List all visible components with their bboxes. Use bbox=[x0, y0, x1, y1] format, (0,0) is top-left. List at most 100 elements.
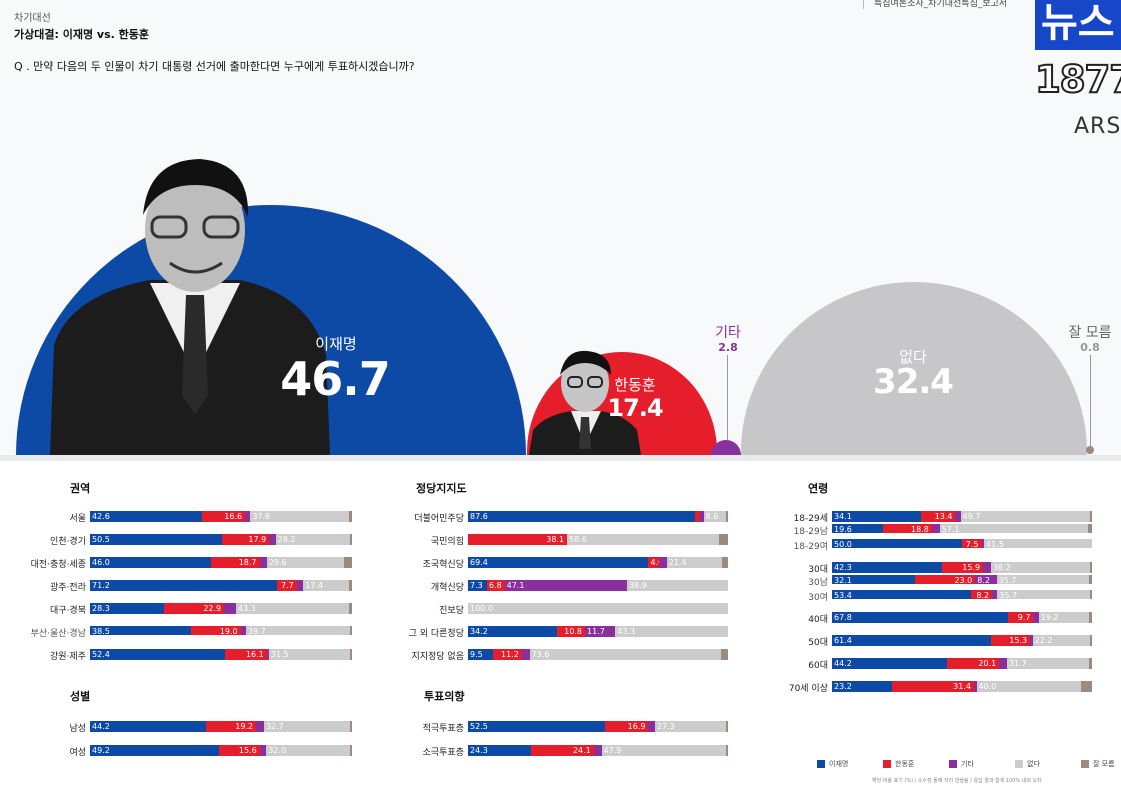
stacked-bar: 38.5 19.0 39.7 bbox=[90, 626, 352, 635]
stacked-bar: 87.6 8.6 bbox=[468, 511, 728, 522]
bar-segment-han: 20.1 bbox=[946, 658, 1000, 669]
row-label: 대전·충청·세종 bbox=[30, 560, 86, 570]
other-value: 2.8 bbox=[718, 341, 738, 354]
row-label: 30대 bbox=[808, 565, 828, 575]
bar-segment-dk bbox=[348, 511, 352, 522]
bar-segment-lee: 28.3 bbox=[90, 603, 165, 614]
bar-segment-lee: 44.2 bbox=[90, 721, 206, 732]
legend-item: 한동훈 bbox=[883, 759, 931, 769]
row-label: 18-29남 bbox=[793, 527, 828, 537]
bar-segment-none: 21.4 bbox=[666, 557, 723, 568]
legend-swatch bbox=[817, 760, 825, 768]
bar-segment-han: 16.6 bbox=[201, 511, 246, 522]
row-label: 70세 이상 bbox=[788, 684, 828, 694]
brand-sub: ARS bbox=[1074, 114, 1121, 139]
stacked-bar: 28.3 22.9 43.3 bbox=[90, 603, 352, 614]
section-title: 연령 bbox=[808, 482, 829, 495]
row-label: 18-29세 bbox=[793, 514, 828, 524]
bar-segment-lee: 19.6 bbox=[832, 524, 883, 533]
bar-segment-lee: 49.2 bbox=[90, 745, 219, 756]
bar-segment-dk bbox=[1090, 562, 1092, 573]
bar-segment-other bbox=[955, 511, 961, 522]
bar-segment-dk bbox=[349, 534, 352, 545]
bar-segment-none: 8.6 bbox=[703, 511, 726, 522]
bar-segment-dk bbox=[1089, 575, 1092, 584]
bar-segment-lee: 50.0 bbox=[832, 539, 962, 548]
bar-segment-lee: 69.4 bbox=[468, 557, 649, 568]
bar-segment-other bbox=[973, 681, 977, 692]
row-label: 30여 bbox=[808, 593, 828, 603]
bar-segment-none: 38.9 bbox=[626, 580, 728, 591]
legend-swatch bbox=[1015, 760, 1023, 768]
stacked-bar: 50.5 17.9 28.2 bbox=[90, 534, 352, 545]
stacked-bar: 42.3 15.9 38.2 bbox=[832, 562, 1092, 573]
stacked-bar: 44.2 19.2 32.7 bbox=[90, 721, 352, 732]
bar-segment-other bbox=[521, 649, 530, 660]
bar-segment-lee: 24.3 bbox=[468, 745, 532, 756]
bar-segment-none: 58.6 bbox=[567, 534, 720, 545]
bar-segment-lee: 7.3 bbox=[468, 580, 487, 591]
legend-label: 한동훈 bbox=[895, 760, 915, 768]
stacked-bar: 42.6 16.6 37.6 bbox=[90, 511, 352, 522]
legend-swatch bbox=[949, 760, 957, 768]
han-head-shape bbox=[561, 354, 609, 412]
lee-portrait bbox=[50, 159, 330, 455]
bar-segment-dk bbox=[350, 745, 352, 756]
stacked-bar: 52.4 16.1 31.5 bbox=[90, 649, 352, 660]
bar-segment-han: 22.9 bbox=[164, 603, 225, 614]
bar-segment-dk bbox=[725, 511, 728, 522]
bar-segment-han: 7.5 bbox=[962, 539, 982, 548]
bar-segment-other bbox=[240, 626, 246, 635]
other-leader-line bbox=[727, 355, 728, 440]
legend-item: 기타 bbox=[949, 759, 997, 769]
stacked-bar: 23.2 31.4 40.0 bbox=[832, 681, 1092, 692]
bar-segment-han: 19.2 bbox=[205, 721, 257, 732]
bar-segment-none: 27.3 bbox=[654, 721, 726, 732]
row-label: 진보당 bbox=[439, 606, 464, 616]
bar-segment-lee: 87.6 bbox=[468, 511, 695, 522]
survey-question: Q . 만약 다음의 두 인물이 차기 대통령 선거에 출마한다면 누구에게 투… bbox=[14, 60, 415, 73]
row-label: 18-29여 bbox=[793, 542, 828, 552]
bar-segment-dk bbox=[722, 557, 728, 568]
bar-segment-other bbox=[648, 721, 655, 732]
legend-label: 잘 모름 bbox=[1093, 760, 1115, 768]
bar-segment-none: 32.7 bbox=[263, 721, 350, 732]
bar-segment-lee: 46.0 bbox=[90, 557, 211, 568]
lee-hair-shape bbox=[143, 159, 249, 217]
han-hair-shape bbox=[560, 350, 611, 375]
bar-segment-lee: 52.4 bbox=[90, 649, 226, 660]
stacked-bar: 69.4 4.0 21.4 bbox=[468, 557, 728, 568]
bar-segment-dk bbox=[1090, 590, 1092, 599]
lee-head-shape bbox=[145, 168, 245, 292]
legend-swatch bbox=[1081, 760, 1089, 768]
bar-segment-lee: 50.5 bbox=[90, 534, 223, 545]
legend-item: 잘 모름 bbox=[1081, 759, 1121, 769]
bar-segment-dk bbox=[1080, 681, 1092, 692]
summary-area: 차기대선 가상대결: 이재명 vs. 한동훈 Q . 만약 다음의 두 인물이 … bbox=[14, 0, 1121, 705]
brand-number: 1877 bbox=[1034, 57, 1121, 102]
bar-segment-lee: 42.3 bbox=[832, 562, 942, 573]
lee-value: 46.7 bbox=[270, 352, 400, 406]
bar-segment-dk bbox=[1088, 612, 1092, 623]
row-label: 강원·제주 bbox=[50, 652, 86, 662]
stacked-bar: 49.2 15.6 32.0 bbox=[90, 745, 352, 756]
lee-glasses-right bbox=[202, 215, 240, 239]
bar-segment-han: 15.9 bbox=[941, 562, 984, 573]
legend-label: 기타 bbox=[961, 760, 974, 768]
bar-segment-none: 28.2 bbox=[275, 534, 350, 545]
bar-segment-none: 100.0 bbox=[468, 603, 728, 614]
bar-segment-han: 9.7 bbox=[1008, 612, 1034, 623]
bar-segment-none: 39.7 bbox=[245, 626, 350, 635]
bar-segment-dk bbox=[349, 721, 352, 732]
bar-segment-han: 11.2 bbox=[492, 649, 522, 660]
han-portrait bbox=[529, 350, 641, 455]
lee-tie-shape bbox=[182, 295, 208, 415]
bar-segment-han: 23.0 bbox=[915, 575, 976, 584]
bar-segment-other bbox=[593, 745, 602, 756]
bar-segment-han: 4.0 bbox=[648, 557, 664, 568]
bar-segment-han: 6.8 bbox=[486, 580, 505, 591]
bar-segment-none: 31.7 bbox=[1006, 658, 1090, 669]
section-title: 정당지지도 bbox=[416, 482, 467, 495]
lee-glasses-left bbox=[150, 215, 188, 239]
brand-logo: 뉴스 bbox=[1035, 0, 1121, 50]
